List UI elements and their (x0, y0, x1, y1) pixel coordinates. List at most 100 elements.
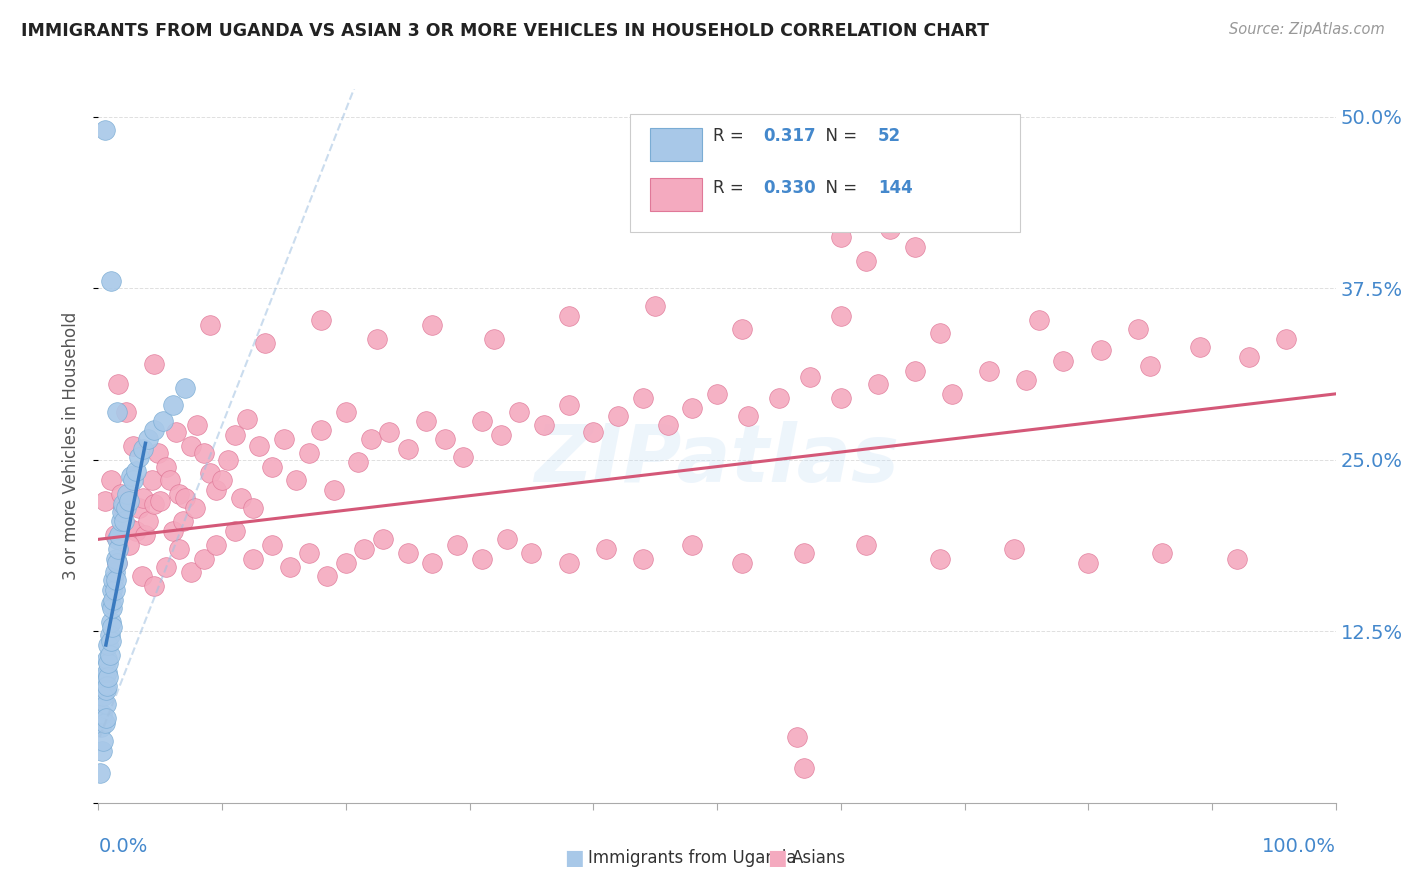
Point (1226, 551, 1249, 566)
Point (904, 240, 927, 254)
Point (236, 411, 259, 425)
Point (433, 432, 456, 446)
Text: 100.0%: 100.0% (1261, 837, 1336, 855)
Point (167, 541, 190, 556)
Point (855, 538, 877, 552)
Point (100, 274, 122, 288)
Point (1126, 322, 1149, 336)
Point (1015, 373, 1038, 387)
Point (143, 423, 166, 437)
Point (415, 414, 437, 428)
Point (112, 500, 135, 515)
Point (136, 432, 159, 446)
Point (180, 566, 202, 580)
Point (520, 546, 543, 560)
Point (143, 497, 166, 511)
Point (111, 505, 134, 519)
Point (152, 414, 174, 428)
Point (101, 583, 124, 598)
Point (93, 734, 115, 748)
Point (217, 452, 239, 467)
Point (830, 230, 852, 244)
Point (446, 538, 468, 552)
Point (105, 405, 128, 419)
Point (260, 538, 283, 552)
Point (101, 620, 124, 634)
Point (254, 336, 277, 351)
Point (928, 551, 950, 566)
Point (866, 377, 889, 392)
Text: IMMIGRANTS FROM UGANDA VS ASIAN 3 OR MORE VEHICLES IN HOUSEHOLD CORRELATION CHAR: IMMIGRANTS FROM UGANDA VS ASIAN 3 OR MOR… (21, 22, 988, 40)
Point (335, 556, 357, 570)
Point (229, 491, 252, 505)
Point (242, 551, 264, 566)
FancyBboxPatch shape (650, 128, 702, 161)
Text: Asians: Asians (792, 849, 845, 867)
Point (298, 546, 321, 560)
Point (143, 579, 166, 593)
Point (198, 318, 221, 333)
Point (132, 442, 155, 456)
Point (731, 322, 754, 336)
Y-axis label: 3 or more Vehicles in Household: 3 or more Vehicles in Household (62, 312, 80, 580)
Point (979, 363, 1001, 377)
Point (904, 363, 927, 377)
Point (928, 326, 950, 341)
Point (186, 418, 208, 433)
Point (122, 473, 145, 487)
Point (97, 656, 120, 670)
Point (107, 377, 129, 392)
Text: 0.317: 0.317 (763, 127, 815, 145)
Point (105, 556, 128, 570)
Point (107, 541, 129, 556)
Point (128, 500, 150, 515)
FancyBboxPatch shape (650, 178, 702, 211)
Point (93, 716, 115, 731)
Point (105, 556, 128, 570)
Point (97, 638, 120, 652)
Point (322, 483, 344, 497)
Point (167, 487, 190, 501)
Point (793, 546, 815, 560)
Point (114, 405, 136, 419)
Point (855, 253, 877, 268)
Point (1002, 541, 1025, 556)
Point (146, 446, 169, 460)
Point (198, 467, 221, 481)
Point (298, 446, 321, 460)
Point (768, 391, 790, 405)
Point (706, 387, 728, 401)
Point (557, 398, 579, 412)
Text: 0.0%: 0.0% (98, 837, 148, 855)
Point (211, 473, 233, 487)
Point (508, 405, 530, 419)
Point (737, 409, 759, 423)
Point (285, 473, 308, 487)
Point (371, 533, 394, 547)
Point (93, 669, 115, 683)
Point (879, 222, 901, 236)
Point (159, 473, 181, 487)
Point (799, 370, 821, 384)
Text: Immigrants from Uganda: Immigrants from Uganda (588, 849, 796, 867)
Point (595, 541, 617, 556)
Point (96, 679, 118, 693)
Point (93, 494, 115, 508)
Point (132, 491, 155, 505)
Point (110, 515, 132, 529)
Point (242, 500, 264, 515)
Point (114, 500, 136, 515)
Point (120, 469, 142, 483)
Point (1275, 332, 1298, 346)
Point (309, 423, 332, 437)
Point (224, 524, 246, 538)
Point (607, 409, 630, 423)
Point (118, 521, 141, 535)
Point (141, 473, 163, 487)
Point (793, 762, 815, 776)
Point (174, 491, 197, 505)
Point (100, 597, 122, 611)
Point (453, 450, 475, 464)
Point (143, 357, 166, 371)
Point (1139, 359, 1161, 374)
